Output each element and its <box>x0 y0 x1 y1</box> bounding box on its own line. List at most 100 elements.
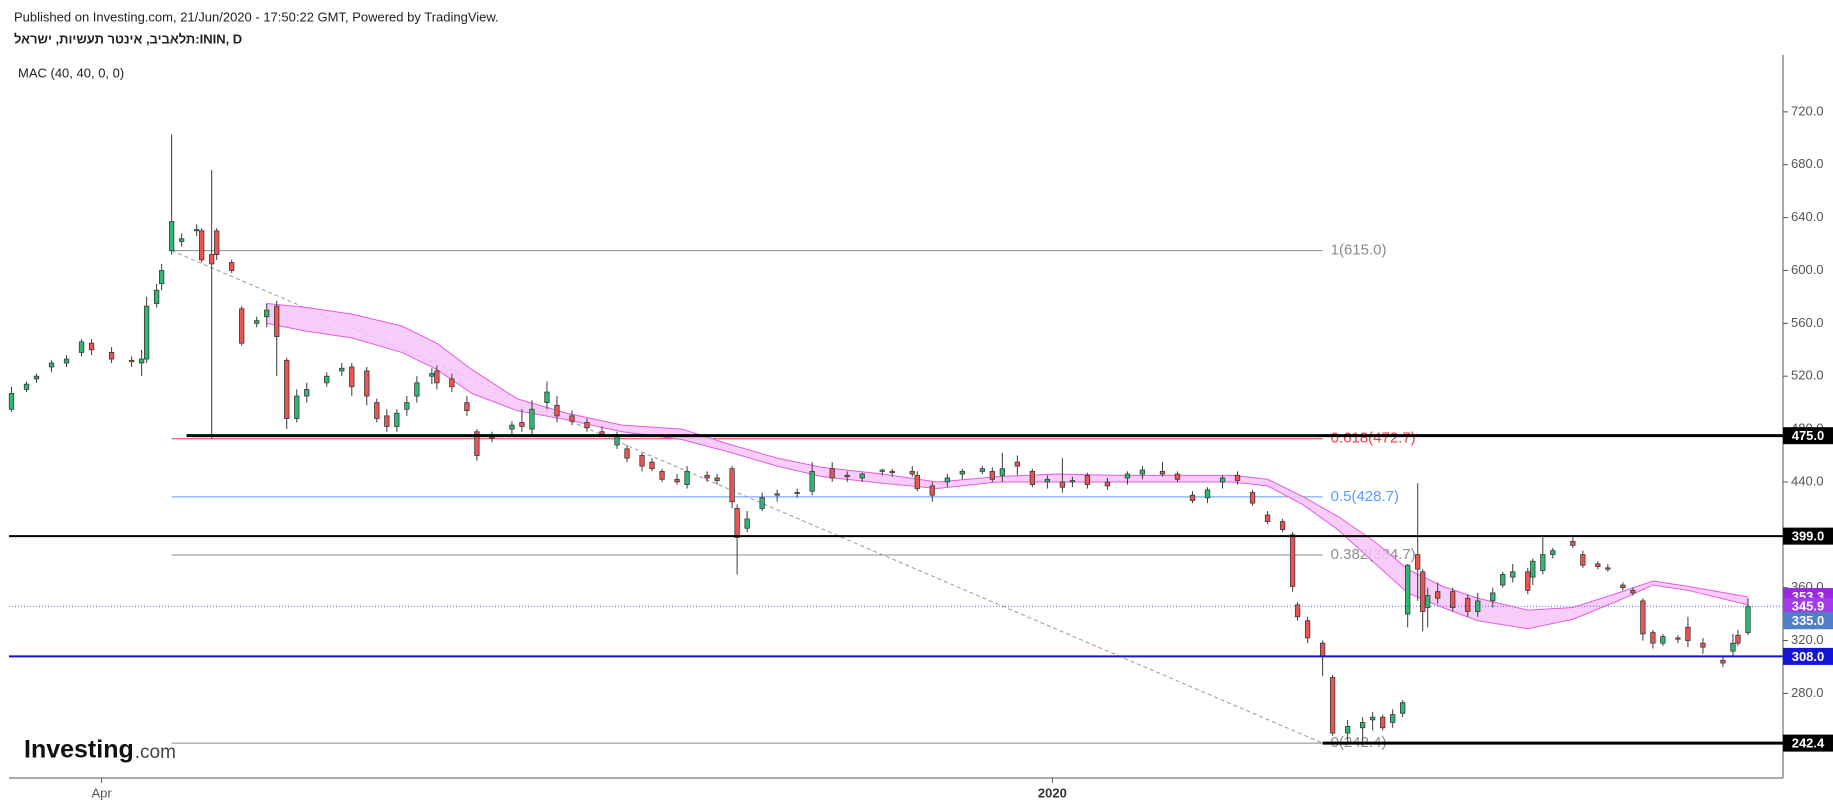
candle-body <box>1525 571 1531 591</box>
candle-body <box>168 221 175 252</box>
candle-body <box>1675 637 1681 640</box>
candle-body <box>1139 469 1146 475</box>
candle-body <box>844 474 850 478</box>
candle-body <box>1279 521 1286 530</box>
y-tick-label: 520.0 <box>1791 368 1824 383</box>
candle-body <box>1249 492 1256 504</box>
candle-body <box>979 468 985 472</box>
candle-body <box>1069 480 1076 483</box>
y-tick-label: 600.0 <box>1791 262 1824 277</box>
y-tick-label: 280.0 <box>1791 685 1824 700</box>
candle-body <box>734 507 740 538</box>
candle-body <box>88 342 95 351</box>
candle-body <box>1745 605 1751 634</box>
candle-body <box>229 262 235 271</box>
candle-body <box>759 497 765 509</box>
x-tick-label: 2020 <box>1038 785 1067 800</box>
candle-body <box>1500 574 1506 586</box>
symbol-title: תלאביב, אינטר תעשיות, ישראל:ININ, D <box>14 31 242 46</box>
candle-body <box>414 382 420 397</box>
candle-body <box>1550 550 1556 556</box>
candle-body <box>599 431 605 435</box>
candle-body <box>1660 636 1666 644</box>
candle-body <box>1044 478 1051 483</box>
candle-body <box>23 383 30 390</box>
candle-body <box>1415 554 1421 570</box>
candle-body <box>434 370 440 384</box>
candle-body <box>1319 642 1326 657</box>
candle-body <box>474 431 480 456</box>
price-label: 475.0 <box>1792 428 1825 443</box>
candle-body <box>1400 702 1406 714</box>
candle-body <box>1640 600 1646 635</box>
candle-body <box>1630 589 1636 594</box>
candle-body <box>33 375 40 380</box>
candle-body <box>659 470 665 480</box>
candle-body <box>674 478 680 483</box>
candle-body <box>1570 541 1576 546</box>
candle-body <box>879 469 885 472</box>
candle-body <box>394 412 400 427</box>
candle-body <box>859 473 865 479</box>
candle-body <box>569 415 575 422</box>
candle-body <box>999 468 1005 476</box>
candle-body <box>1329 677 1336 734</box>
candle-body <box>214 230 220 256</box>
candle-body <box>649 461 655 470</box>
candle-body <box>274 305 280 337</box>
candle-body <box>1359 722 1366 729</box>
candle-body <box>1490 592 1496 602</box>
candle-body <box>989 470 995 480</box>
candle-body <box>1189 494 1196 501</box>
candle-body <box>158 270 165 285</box>
price-label-box <box>1783 734 1833 752</box>
candle-body <box>1720 659 1726 664</box>
candle-body <box>78 341 85 353</box>
candle-body <box>729 468 735 503</box>
candle-body <box>194 229 200 232</box>
candle-body <box>1234 474 1241 482</box>
candle-body <box>509 424 515 430</box>
candle-body <box>1264 514 1271 522</box>
y-tick-label: 440.0 <box>1791 473 1824 488</box>
candle-body <box>404 402 410 410</box>
candle-body <box>63 358 70 364</box>
candle-body <box>1540 554 1546 571</box>
candle-body <box>744 518 750 529</box>
price-label: 308.0 <box>1792 649 1825 664</box>
candle-body <box>1405 564 1411 615</box>
candle-body <box>544 391 550 404</box>
candle-body <box>1294 604 1301 618</box>
candle-body <box>1530 560 1536 578</box>
published-note: Published on Investing.com, 21/Jun/2020 … <box>14 9 499 24</box>
candle-body <box>1730 642 1736 652</box>
candle-body <box>384 415 390 427</box>
candle-body <box>959 470 965 475</box>
candle-body <box>519 422 525 427</box>
candle-body <box>1510 571 1516 578</box>
candle-body <box>1450 591 1456 608</box>
candle-body <box>178 238 185 242</box>
candle-body <box>1084 474 1091 485</box>
price-label-box <box>1783 527 1833 545</box>
candle-body <box>1159 470 1166 475</box>
candle-body <box>364 370 370 397</box>
candle-body <box>1420 571 1426 612</box>
candle-body <box>1435 591 1441 599</box>
candle-body <box>304 389 310 397</box>
candle-body <box>339 367 345 372</box>
fib-level-label: 1(615.0) <box>1331 242 1387 259</box>
candle-body <box>1685 626 1691 641</box>
candle-body <box>108 352 115 360</box>
candle-body <box>639 455 645 467</box>
candle-body <box>1390 714 1396 723</box>
candle-body <box>8 392 15 410</box>
candle-body <box>143 305 150 360</box>
candle-body <box>464 402 470 411</box>
candle-body <box>1304 620 1311 639</box>
candle-body <box>128 359 135 363</box>
price-label: 345.9 <box>1792 599 1825 614</box>
candle-body <box>1289 534 1296 587</box>
